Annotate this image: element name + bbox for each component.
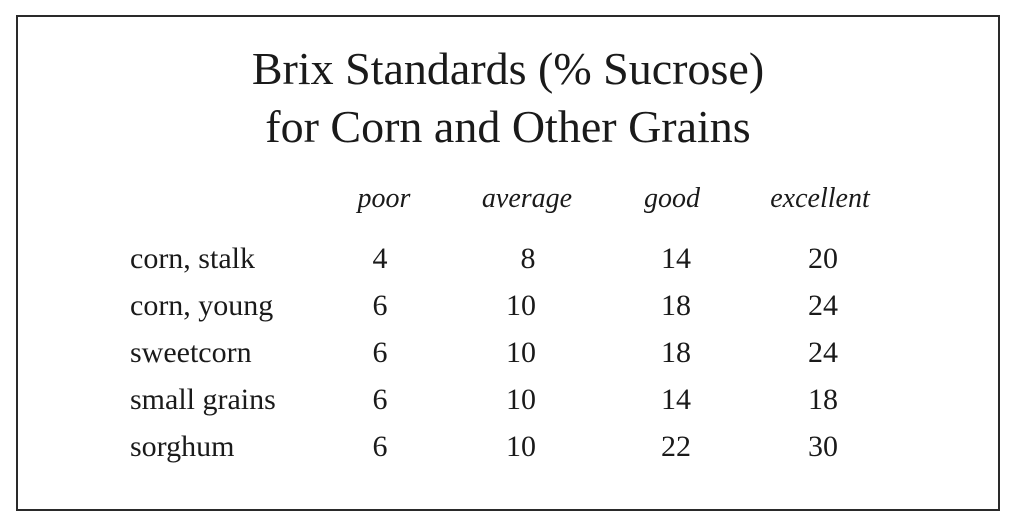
table-cell: 14 <box>661 242 691 275</box>
table-cell: 10 <box>506 430 536 463</box>
table-cell: 10 <box>506 289 536 322</box>
table-cell: 18 <box>661 289 691 322</box>
column-header-poor: poor <box>357 183 411 214</box>
table-cell: 14 <box>661 383 691 416</box>
column-header-average: average <box>481 183 573 214</box>
table-cell: 30 <box>808 430 838 463</box>
row-label-corn-young: corn, young <box>130 289 274 322</box>
row-label-sweetcorn: sweetcorn <box>130 336 252 369</box>
row-label-sorghum: sorghum <box>130 430 235 463</box>
table-cell: 8 <box>520 242 536 275</box>
table-cell: 24 <box>808 289 838 322</box>
row-label-small-grains: small grains <box>130 383 276 416</box>
table-cell: 18 <box>661 336 691 369</box>
title-line-2: for Corn and Other Grains <box>265 101 751 152</box>
table-cell: 6 <box>372 430 388 463</box>
table-cell: 6 <box>372 289 388 322</box>
table-cell: 6 <box>372 336 388 369</box>
table-cell: 24 <box>808 336 838 369</box>
title-line-1: Brix Standards (% Sucrose) <box>251 43 765 94</box>
column-header-excellent: excellent <box>770 183 870 214</box>
table-cell: 6 <box>372 383 388 416</box>
table-cell: 20 <box>808 242 838 275</box>
table-cell: 10 <box>506 336 536 369</box>
table-cell: 22 <box>661 430 691 463</box>
page-title: Brix Standards (% Sucrose) for Corn and … <box>0 40 1016 156</box>
table-frame <box>16 15 1000 511</box>
table-cell: 4 <box>372 242 388 275</box>
column-header-good: good <box>644 183 700 214</box>
table-cell: 10 <box>506 383 536 416</box>
row-label-corn-stalk: corn, stalk <box>130 242 255 275</box>
table-cell: 18 <box>808 383 838 416</box>
